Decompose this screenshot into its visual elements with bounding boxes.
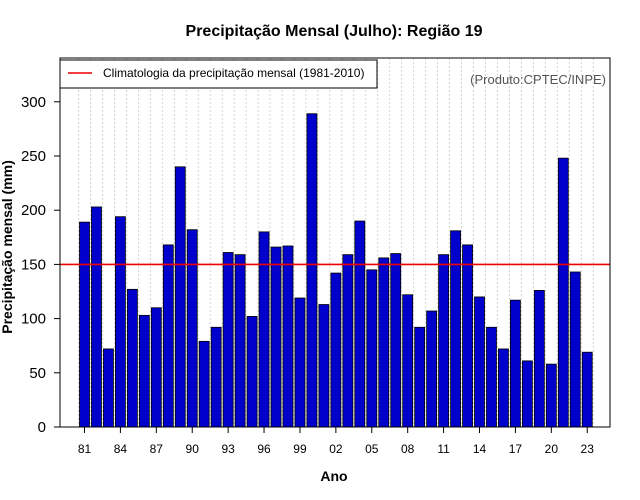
bar-01 <box>318 304 330 428</box>
x-tick-label-08: 08 <box>401 442 415 456</box>
bar-10 <box>426 310 438 428</box>
x-axis: 81 84 87 90 93 96 99 02 05 08 11 14 17 20 23 <box>78 427 594 456</box>
x-tick-label-17: 17 <box>509 442 523 456</box>
bar-93 <box>222 252 234 428</box>
bar-85 <box>126 288 138 428</box>
x-tick-label-23: 23 <box>581 442 595 456</box>
bar-95 <box>246 316 258 428</box>
x-tick-label-02: 02 <box>329 442 343 456</box>
bar-05 <box>366 269 378 428</box>
bar-09 <box>414 326 426 428</box>
bar-13 <box>462 244 473 428</box>
y-tick-label: 200 <box>21 202 46 219</box>
credit-text: (Produto:CPTEC/INPE) <box>470 72 606 87</box>
x-tick-label-14: 14 <box>473 442 487 456</box>
bar-89 <box>174 166 186 428</box>
x-tick-label-81: 81 <box>78 442 92 456</box>
bar-11 <box>438 254 450 428</box>
bar-92 <box>210 326 222 428</box>
bar-98 <box>282 245 294 428</box>
bar-96 <box>258 231 270 428</box>
bar-88 <box>162 244 174 428</box>
x-tick-label-93: 93 <box>221 442 235 456</box>
x-tick-label-90: 90 <box>186 442 200 456</box>
plot-frame <box>59 57 611 428</box>
bar-83 <box>103 348 114 428</box>
bar-12 <box>450 230 461 428</box>
x-axis-title: Ano <box>320 468 347 484</box>
bar-00 <box>306 113 318 428</box>
bar-18 <box>521 360 533 428</box>
bar-99 <box>294 297 306 428</box>
bar-02 <box>330 272 342 428</box>
bar-81 <box>79 221 90 428</box>
x-tick-label-96: 96 <box>257 442 271 456</box>
y-tick-label: 250 <box>21 148 46 165</box>
bar-82 <box>91 206 102 428</box>
legend: Climatologia da precipitação mensal (198… <box>59 59 378 89</box>
bar-23 <box>581 351 593 428</box>
legend-box <box>59 59 378 89</box>
x-tick-label-11: 11 <box>437 442 450 456</box>
y-tick-label: 100 <box>21 311 46 328</box>
bar-21 <box>557 157 569 428</box>
vertical-grid <box>78 58 594 427</box>
y-axis-title: Precipitação mensal (mm) <box>0 160 15 334</box>
bar-90 <box>186 229 198 428</box>
bar-94 <box>234 254 246 428</box>
x-tick-label-84: 84 <box>114 442 128 456</box>
y-tick-label: 50 <box>29 365 46 382</box>
bar-16 <box>498 348 509 428</box>
x-tick-label-87: 87 <box>150 442 164 456</box>
bar-87 <box>150 307 162 428</box>
y-tick-label: 300 <box>21 94 46 111</box>
bar-14 <box>474 296 485 428</box>
chart-title: Precipitação Mensal (Julho): Região 19 <box>186 23 483 40</box>
bar-22 <box>569 271 581 428</box>
bar-04 <box>354 220 366 428</box>
bar-06 <box>378 257 390 428</box>
bar-series <box>79 113 593 428</box>
bar-19 <box>533 290 545 428</box>
bar-08 <box>402 294 414 428</box>
bar-91 <box>198 340 210 428</box>
bar-07 <box>390 253 402 428</box>
y-tick-label: 0 <box>38 419 46 436</box>
legend-label: Climatologia da precipitação mensal (198… <box>103 66 364 80</box>
y-tick-label: 150 <box>21 256 46 273</box>
x-tick-label-05: 05 <box>365 442 379 456</box>
bar-97 <box>270 246 282 428</box>
bar-84 <box>115 216 126 428</box>
bar-15 <box>486 326 497 428</box>
x-tick-label-99: 99 <box>293 442 307 456</box>
bar-17 <box>510 299 521 428</box>
bar-86 <box>138 314 150 428</box>
y-axis: 0 50 100 150 200 250 300 <box>21 94 60 436</box>
bar-03 <box>342 254 354 428</box>
bar-20 <box>545 363 557 428</box>
x-tick-label-20: 20 <box>545 442 559 456</box>
